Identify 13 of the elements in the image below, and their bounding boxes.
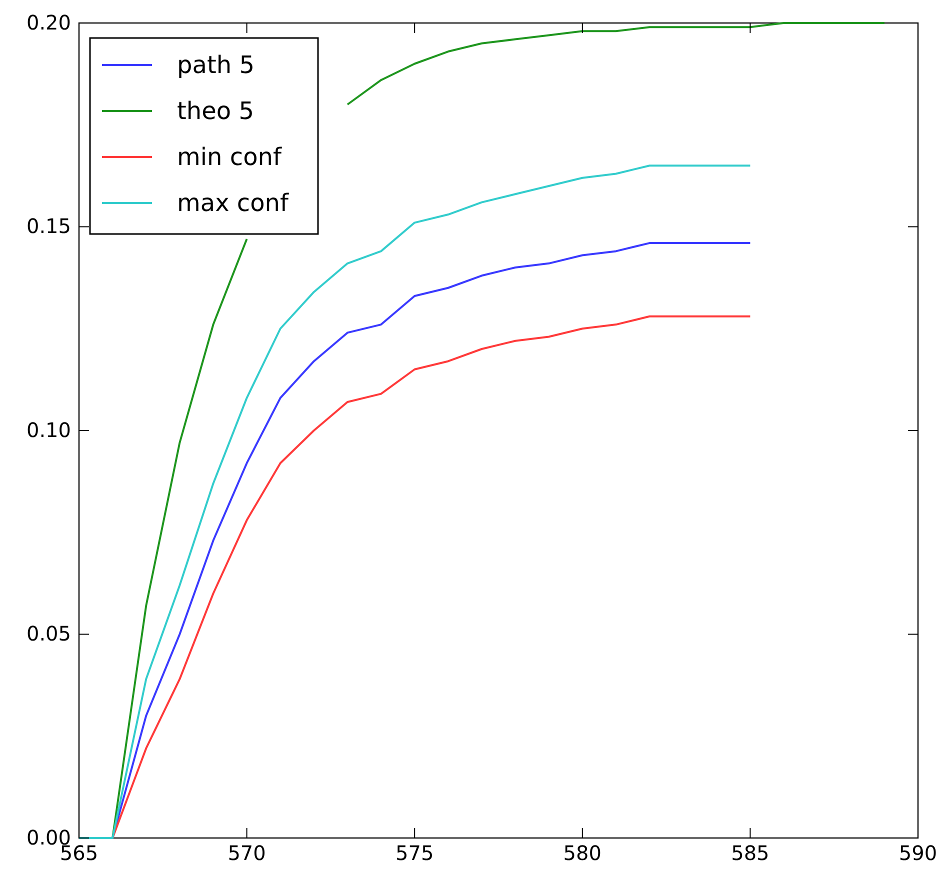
y-tick-label: 0.05	[26, 622, 71, 646]
x-tick-label: 580	[563, 841, 602, 866]
legend-label: theo 5	[177, 97, 254, 125]
y-tick-label: 0.15	[26, 214, 71, 238]
y-tick-label: 0.10	[26, 418, 71, 442]
x-tick-label: 575	[396, 841, 434, 866]
legend-label: min conf	[177, 143, 282, 171]
x-tick-label: 570	[228, 841, 266, 866]
legend-label: path 5	[177, 51, 254, 79]
legend-label: max conf	[177, 189, 290, 217]
x-tick-label: 590	[898, 841, 938, 866]
y-tick-label: 0.20	[26, 10, 71, 34]
x-tick-label: 585	[731, 841, 770, 866]
